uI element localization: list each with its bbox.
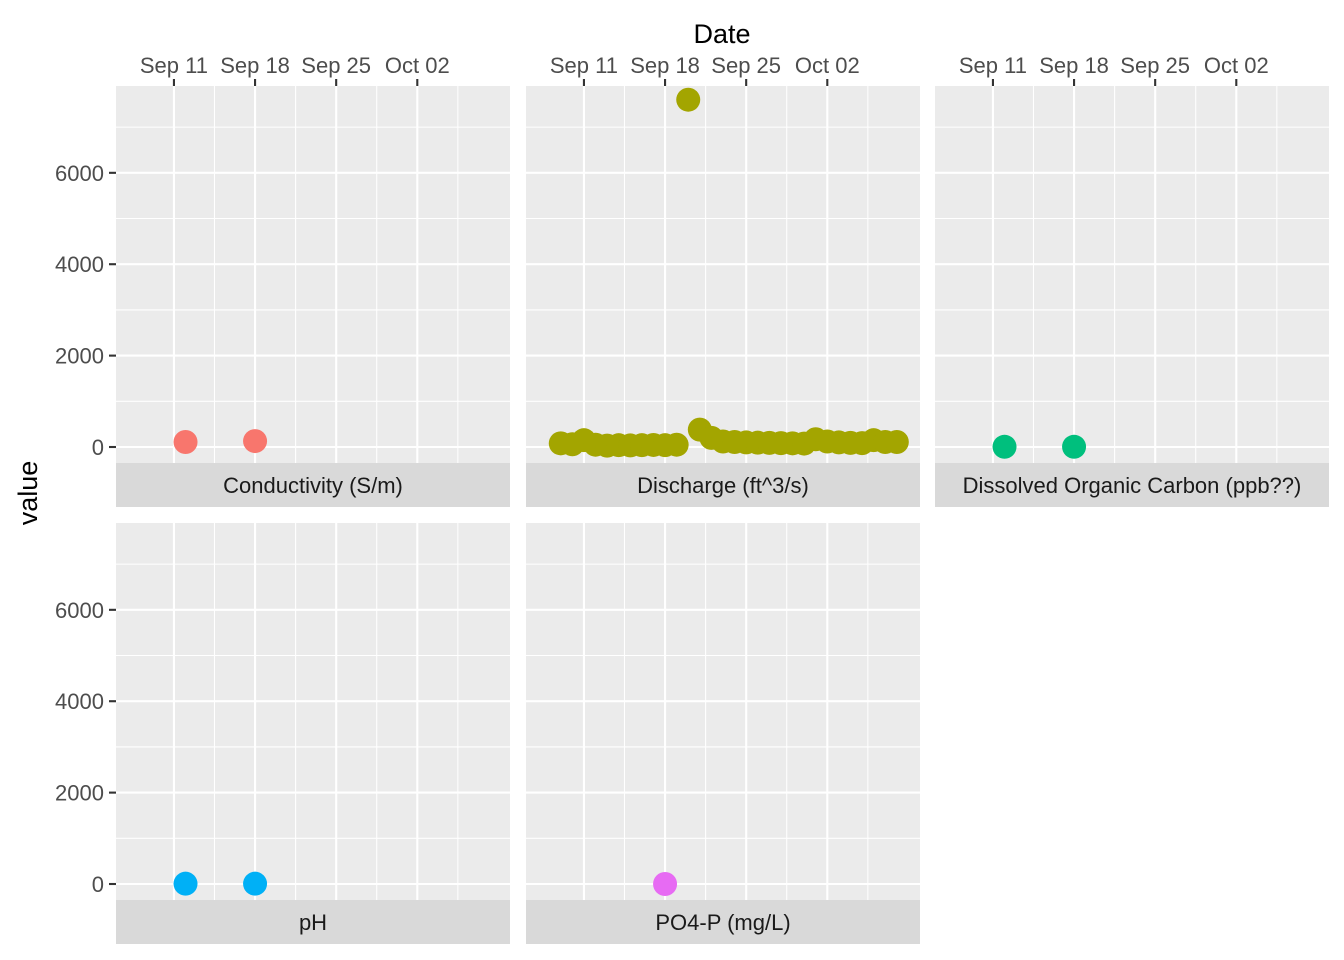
facet-strip [116,900,510,944]
data-point [243,429,268,454]
x-tick-label: Oct 02 [385,53,450,78]
facet-strip [935,463,1329,507]
facet-label-ph: pH [299,910,327,935]
facet-label-conductivity-s-m: Conductivity (S/m) [223,473,403,498]
x-axis-title: Date [693,19,750,49]
x-tick-label: Sep 18 [220,53,290,78]
x-tick-label: Sep 25 [1120,53,1190,78]
data-point [676,87,701,112]
facet-strip [526,463,920,507]
y-axis-title: value [13,461,43,526]
x-tick-label: Sep 25 [711,53,781,78]
x-tick-label: Sep 18 [1039,53,1109,78]
x-tick-label: Sep 11 [550,53,618,78]
y-tick-label: 6000 [55,161,104,186]
data-point [992,434,1017,459]
x-tick-label: Sep 18 [630,53,700,78]
facet-panel-dissolved-organic-carbon-ppb: Dissolved Organic Carbon (ppb??) Sep 11 Se… [935,53,1329,507]
data-point [653,872,678,897]
x-tick-label: Sep 11 [959,53,1027,78]
panel-background [526,86,920,463]
y-tick-label: 2000 [55,781,104,806]
facet-panel-ph: pH 0 2000 4000 6000 [55,523,510,944]
data-point [664,432,689,457]
y-tick-label: 2000 [55,344,104,369]
panel-background [935,86,1329,463]
facet-panels: Conductivity (S/m) 0 2000 4000 6000 Sep 11 Sep… [55,53,1329,944]
x-tick-label: Sep 11 [140,53,208,78]
facet-label-discharge-ft-3-s: Discharge (ft^3/s) [637,473,809,498]
data-point [243,871,268,896]
panel-background [116,523,510,900]
facet-panel-discharge-ft-3-s: Discharge (ft^3/s) Sep 11 Sep 18 Sep 25 Oct … [526,53,920,507]
y-tick-label: 0 [92,872,104,897]
panel-background [526,523,920,900]
facet-panel-conductivity-s-m: Conductivity (S/m) 0 2000 4000 6000 Sep 11 Sep… [55,53,510,507]
data-point [173,429,198,454]
data-point [884,429,909,454]
data-point [1062,434,1087,459]
x-tick-label: Oct 02 [795,53,860,78]
x-tick-label: Sep 25 [301,53,371,78]
y-tick-label: 4000 [55,689,104,714]
y-tick-label: 4000 [55,252,104,277]
y-tick-label: 6000 [55,598,104,623]
facet-strip [526,900,920,944]
facet-label-dissolved-organic-carbon-ppb: Dissolved Organic Carbon (ppb??) [963,473,1302,498]
facet-strip [116,463,510,507]
facet-panel-po4-p-mg-l: PO4-P (mg/L) [526,523,920,944]
facet-label-po4-p-mg-l: PO4-P (mg/L) [655,910,790,935]
panel-background [116,86,510,463]
y-tick-label: 0 [92,435,104,460]
data-point [173,871,198,896]
x-tick-label: Oct 02 [1204,53,1269,78]
